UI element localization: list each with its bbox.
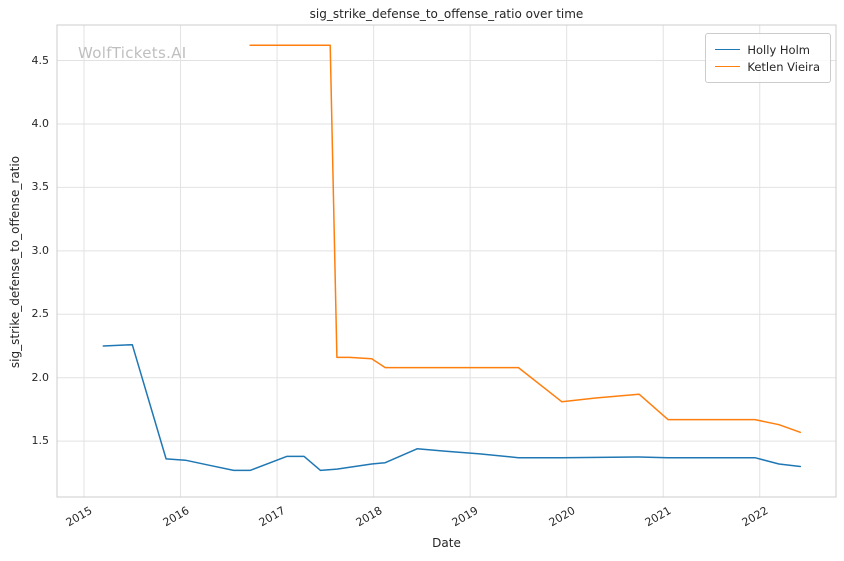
legend-item-holly-holm: Holly Holm <box>715 41 820 58</box>
y-tick-label: 3.5 <box>31 180 50 194</box>
legend-line-sample-blue <box>715 49 741 50</box>
x-axis-label: Date <box>432 536 461 550</box>
legend-label: Holly Holm <box>747 42 810 57</box>
series-line-ketlen-vieira <box>249 44 802 434</box>
legend: Holly Holm Ketlen Vieira <box>705 33 831 83</box>
y-tick-label: 4.0 <box>31 116 50 130</box>
y-tick-label: 3.0 <box>31 243 50 257</box>
watermark: WolfTickets.AI <box>78 44 187 62</box>
legend-item-ketlen-vieira: Ketlen Vieira <box>715 58 820 75</box>
y-tick-label: 4.5 <box>31 53 50 67</box>
chart-title: sig_strike_defense_to_offense_ratio over… <box>309 7 584 21</box>
legend-label: Ketlen Vieira <box>747 59 820 74</box>
legend-line-sample-orange <box>715 66 741 67</box>
y-tick-label: 1.5 <box>31 434 50 448</box>
plot-border <box>56 24 837 498</box>
y-tick-label: 2.5 <box>31 307 50 321</box>
series-line-holly-holm <box>102 343 802 472</box>
y-tick-label: 2.0 <box>31 370 50 384</box>
